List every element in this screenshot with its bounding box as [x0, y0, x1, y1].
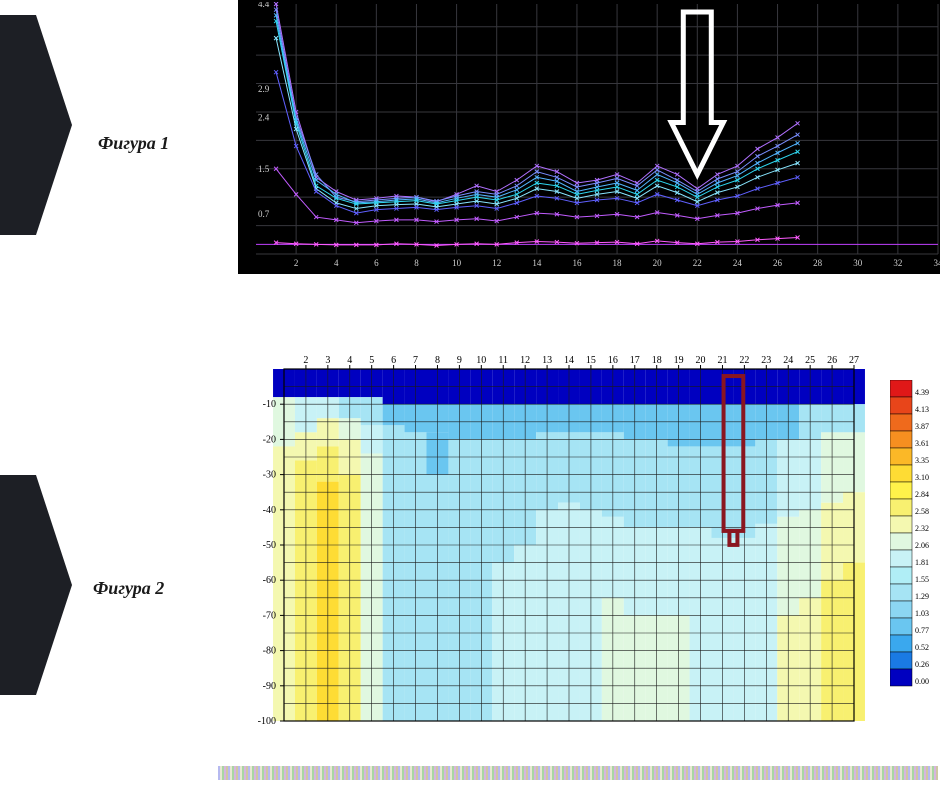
svg-text:14: 14	[564, 355, 574, 366]
svg-text:6: 6	[374, 258, 379, 268]
svg-text:26: 26	[773, 258, 783, 268]
svg-text:2.84: 2.84	[915, 490, 929, 499]
pointer-shape-1	[0, 15, 72, 235]
noise-strip	[218, 766, 938, 780]
svg-text:-20: -20	[263, 434, 276, 445]
svg-text:18: 18	[652, 355, 662, 366]
svg-text:5: 5	[369, 355, 374, 366]
svg-text:3.35: 3.35	[915, 456, 929, 465]
svg-text:2.58: 2.58	[915, 507, 929, 516]
svg-text:25: 25	[805, 355, 815, 366]
svg-text:9: 9	[457, 355, 462, 366]
svg-text:10: 10	[476, 355, 486, 366]
svg-text:4: 4	[334, 258, 339, 268]
figure-1-label: Фигура 1	[98, 133, 169, 154]
svg-text:-80: -80	[263, 646, 276, 657]
svg-text:2: 2	[294, 258, 299, 268]
svg-text:2.9: 2.9	[258, 84, 270, 94]
svg-text:21: 21	[717, 355, 727, 366]
svg-text:16: 16	[572, 258, 582, 268]
line-chart: 2468101214161820222426283032340.71.52.42…	[238, 0, 940, 274]
svg-text:3.10: 3.10	[915, 473, 929, 482]
svg-text:20: 20	[696, 355, 706, 366]
svg-text:20: 20	[653, 258, 663, 268]
svg-text:4.13: 4.13	[915, 405, 929, 414]
svg-text:17: 17	[630, 355, 640, 366]
svg-text:-70: -70	[263, 610, 276, 621]
svg-text:1.29: 1.29	[915, 592, 929, 601]
svg-text:0.77: 0.77	[915, 626, 929, 635]
svg-text:14: 14	[532, 258, 542, 268]
svg-text:-30: -30	[263, 470, 276, 481]
svg-text:0.00: 0.00	[915, 677, 929, 686]
svg-text:12: 12	[492, 258, 501, 268]
svg-text:27: 27	[849, 355, 859, 366]
figure-2-label: Фигура 2	[93, 578, 164, 599]
svg-text:34: 34	[934, 258, 940, 268]
svg-text:23: 23	[761, 355, 771, 366]
svg-text:2.32: 2.32	[915, 524, 929, 533]
svg-text:6: 6	[391, 355, 396, 366]
svg-text:2: 2	[303, 355, 308, 366]
svg-text:3.87: 3.87	[915, 422, 929, 431]
svg-text:30: 30	[853, 258, 863, 268]
svg-text:12: 12	[520, 355, 530, 366]
svg-text:15: 15	[586, 355, 596, 366]
svg-text:28: 28	[813, 258, 823, 268]
svg-text:13: 13	[542, 355, 552, 366]
svg-text:0.52: 0.52	[915, 643, 929, 652]
svg-text:22: 22	[739, 355, 749, 366]
contour-heatmap: 2345678910111213141516171819202122232425…	[238, 345, 868, 735]
svg-text:0.26: 0.26	[915, 660, 929, 669]
svg-text:8: 8	[414, 258, 419, 268]
svg-text:24: 24	[783, 355, 793, 366]
svg-text:18: 18	[613, 258, 623, 268]
svg-text:-50: -50	[263, 540, 276, 551]
svg-text:3.61: 3.61	[915, 439, 929, 448]
svg-text:-90: -90	[263, 681, 276, 692]
svg-text:2.4: 2.4	[258, 113, 270, 123]
svg-text:19: 19	[674, 355, 684, 366]
svg-text:1.55: 1.55	[915, 575, 929, 584]
svg-text:1.03: 1.03	[915, 609, 929, 618]
svg-text:24: 24	[733, 258, 743, 268]
svg-text:4: 4	[347, 355, 352, 366]
svg-text:0.7: 0.7	[258, 209, 270, 219]
svg-text:1.5: 1.5	[258, 164, 270, 174]
svg-text:-40: -40	[263, 505, 276, 516]
svg-text:32: 32	[893, 258, 902, 268]
svg-text:2.06: 2.06	[915, 541, 929, 550]
svg-text:22: 22	[693, 258, 702, 268]
color-legend: 4.39 4.13 3.87 3.61 3.35 3.10 2.84 2.58 2.32 2.06…	[890, 380, 938, 710]
svg-text:10: 10	[452, 258, 462, 268]
svg-text:7: 7	[413, 355, 418, 366]
svg-text:-10: -10	[263, 399, 276, 410]
svg-text:4.4: 4.4	[258, 2, 270, 9]
svg-text:-100: -100	[258, 716, 276, 727]
svg-text:8: 8	[435, 355, 440, 366]
svg-text:26: 26	[827, 355, 837, 366]
svg-text:3: 3	[325, 355, 330, 366]
svg-text:-60: -60	[263, 575, 276, 586]
pointer-shape-2	[0, 475, 72, 695]
svg-text:11: 11	[498, 355, 508, 366]
svg-text:4.39: 4.39	[915, 388, 929, 397]
svg-text:16: 16	[608, 355, 618, 366]
svg-text:1.81: 1.81	[915, 558, 929, 567]
